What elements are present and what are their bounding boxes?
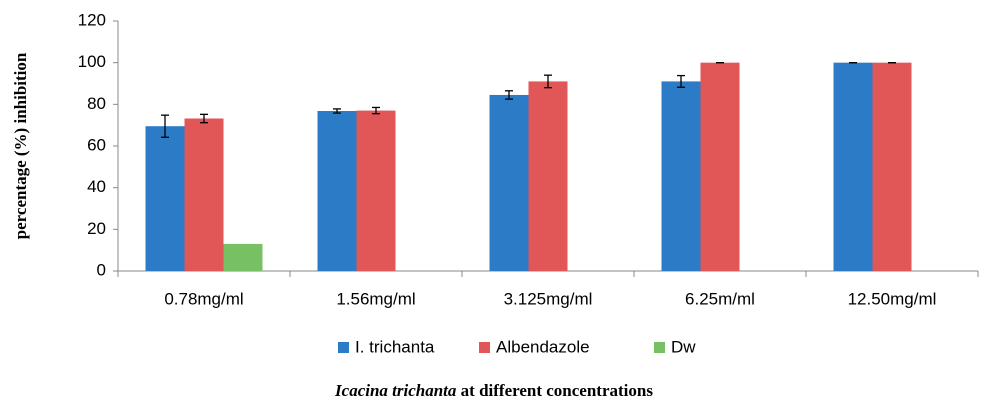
error-bar <box>677 74 685 88</box>
x-tick-label: 3.125mg/ml <box>504 289 593 308</box>
y-tick-label: 100 <box>78 52 106 71</box>
bar <box>317 111 357 271</box>
x-axis-title-rest: at different concentrations <box>461 381 654 400</box>
bar <box>528 81 568 272</box>
bar <box>872 62 912 271</box>
bar <box>661 81 701 272</box>
legend-swatch <box>654 342 665 353</box>
legend-swatch <box>479 342 490 353</box>
error-bar <box>161 114 169 138</box>
bar <box>489 94 529 271</box>
x-tick-label: 12.50mg/ml <box>848 289 937 308</box>
legend-label: I. trichanta <box>355 337 435 356</box>
y-tick-label: 120 <box>78 10 106 29</box>
x-axis-title: Icacina trichanta at different concentra… <box>334 381 653 400</box>
y-tick-label: 80 <box>87 94 106 113</box>
error-bar <box>200 113 208 124</box>
bar <box>833 62 873 271</box>
error-bar <box>372 106 380 115</box>
bar <box>184 118 224 271</box>
bar <box>145 126 185 271</box>
error-bar <box>544 74 552 89</box>
legend-label: Albendazole <box>496 337 590 356</box>
error-bar <box>505 90 513 100</box>
legend-swatch <box>338 342 349 353</box>
y-tick-label: 20 <box>87 219 106 238</box>
bar <box>223 243 263 271</box>
y-tick-label: 0 <box>97 260 106 279</box>
x-tick-label: 6.25m/ml <box>685 289 755 308</box>
y-tick-label: 60 <box>87 135 106 154</box>
bar <box>700 62 740 271</box>
y-tick-label: 40 <box>87 177 106 196</box>
x-tick-label: 1.56mg/ml <box>336 289 415 308</box>
legend-label: Dw <box>671 337 696 356</box>
x-tick-label: 0.78mg/ml <box>164 289 243 308</box>
bar <box>356 110 396 271</box>
x-axis-title-italic: Icacina trichanta <box>334 381 457 400</box>
y-axis-title: percentage (%) inhibition <box>11 52 30 239</box>
error-bar <box>333 108 341 114</box>
